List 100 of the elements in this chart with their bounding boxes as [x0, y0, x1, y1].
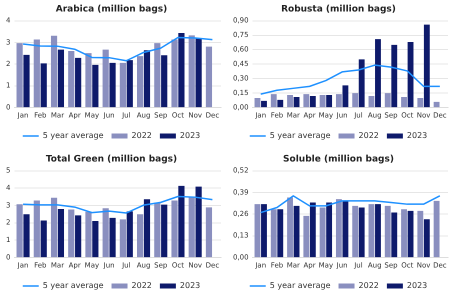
- bar: [137, 56, 144, 108]
- legend-label: 5 year average: [42, 131, 104, 140]
- bar: [126, 60, 133, 108]
- bar: [109, 62, 116, 108]
- bar: [352, 93, 358, 108]
- bar: [336, 199, 342, 258]
- bar: [375, 39, 381, 108]
- bar: [196, 38, 202, 108]
- bar: [144, 50, 150, 108]
- bar: [270, 209, 277, 258]
- bar: [50, 36, 58, 108]
- bar: [424, 219, 430, 258]
- bar: [320, 95, 326, 108]
- bar: [85, 212, 92, 258]
- bar: [270, 94, 277, 108]
- bar: [178, 186, 185, 258]
- bar: [120, 219, 126, 258]
- bar: [85, 53, 92, 108]
- legend-label: 2022: [358, 131, 379, 140]
- bar: [34, 200, 40, 258]
- legend-label: 5 year average: [42, 281, 104, 290]
- bar: [277, 209, 284, 258]
- bar: [58, 208, 64, 258]
- bar: [161, 204, 168, 258]
- bar: [384, 93, 391, 108]
- bar: [109, 218, 116, 258]
- bar: [23, 214, 30, 258]
- bar: [75, 215, 82, 258]
- bar: [92, 220, 98, 258]
- bar: [40, 63, 47, 108]
- bar: [287, 198, 293, 258]
- bar: [254, 98, 260, 108]
- bar: [417, 210, 424, 258]
- bar: [368, 204, 374, 258]
- bar: [75, 58, 82, 108]
- bar: [294, 96, 300, 108]
- bar: [206, 46, 212, 108]
- bar: [178, 32, 185, 108]
- bar: [434, 200, 440, 258]
- bar: [161, 55, 168, 108]
- bar: [352, 206, 358, 258]
- bar: [294, 206, 300, 258]
- legend-label: 2023: [180, 281, 200, 290]
- bar: [342, 85, 348, 108]
- legend-label: 2022: [358, 281, 379, 290]
- bar: [434, 102, 440, 108]
- bar: [120, 62, 126, 108]
- bar: [358, 59, 365, 108]
- chart-title: Soluble (million bags): [283, 154, 394, 165]
- bar: [310, 96, 316, 108]
- legend-label: 2023: [406, 281, 428, 290]
- legend-label: 5 year average: [270, 281, 331, 290]
- chart-title: Arabica (million bags): [56, 4, 168, 15]
- bar: [424, 24, 430, 108]
- legend-label: 5 year average: [270, 131, 331, 140]
- bar: [68, 50, 74, 108]
- bar: [401, 209, 407, 258]
- bar: [326, 202, 332, 258]
- bar: [126, 211, 133, 258]
- bar: [254, 204, 260, 258]
- legend-label: 2023: [406, 131, 428, 140]
- bar: [368, 96, 374, 108]
- bar: [171, 39, 178, 108]
- bar: [384, 206, 391, 258]
- bar: [277, 100, 284, 108]
- bar: [326, 95, 332, 108]
- bar: [40, 220, 47, 258]
- bar: [188, 198, 195, 258]
- legend-label: 2022: [132, 131, 152, 140]
- bar: [102, 50, 109, 108]
- bar: [154, 43, 160, 108]
- chart-title: Total Green (million bags): [46, 154, 178, 165]
- bar: [401, 96, 407, 108]
- bar: [16, 43, 23, 108]
- bar: [58, 50, 64, 108]
- bar: [358, 208, 365, 258]
- bar: [144, 199, 150, 258]
- bar: [408, 42, 414, 108]
- bar: [171, 200, 178, 258]
- chart-title: Robusta (million bags): [281, 4, 396, 15]
- bar: [261, 204, 267, 258]
- bar: [375, 204, 381, 258]
- bar: [188, 35, 195, 108]
- bar: [196, 186, 202, 258]
- bar: [287, 95, 293, 108]
- bar: [68, 210, 74, 258]
- bar: [336, 94, 342, 108]
- bar: [34, 39, 40, 108]
- bar: [303, 216, 310, 258]
- bar: [391, 44, 398, 108]
- bar: [320, 208, 326, 258]
- bar: [303, 94, 310, 108]
- bar: [23, 54, 30, 108]
- legend-label: 2023: [180, 131, 200, 140]
- bar: [391, 212, 398, 258]
- bar: [92, 64, 98, 108]
- bar: [342, 200, 348, 258]
- bar: [50, 198, 58, 258]
- bar: [102, 208, 109, 258]
- bar: [408, 210, 414, 258]
